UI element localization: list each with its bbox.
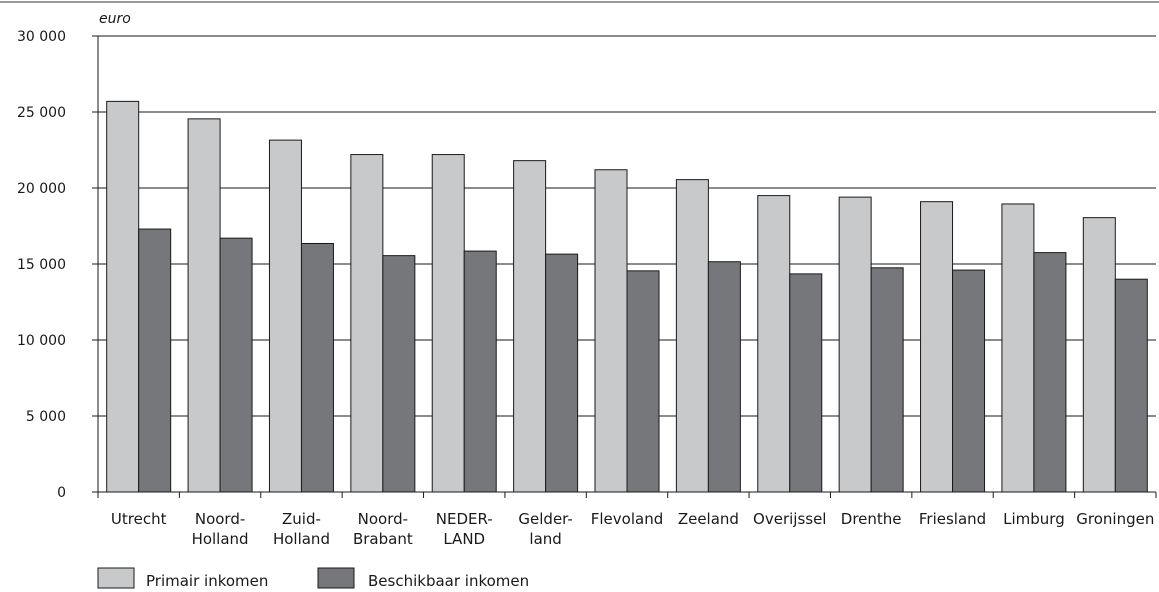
bar-beschikbaar	[1114, 278, 1148, 493]
bar-primair	[431, 154, 465, 493]
bar-beschikbaar	[789, 273, 823, 493]
bar-beschikbaar	[382, 255, 416, 493]
legend: Primair inkomen Beschikbaar inkomen	[97, 567, 529, 590]
y-tick-label: 10 000	[17, 333, 66, 349]
bar-primair	[594, 169, 628, 493]
x-tick-label: Brabant	[353, 530, 413, 548]
bar-primair	[1001, 203, 1035, 493]
y-tick-labels: 0 5 000 10 000 15 000 20 000 25 000 30 000	[17, 29, 66, 501]
bar-primair	[187, 118, 221, 493]
x-tick-label: Holland	[273, 530, 330, 548]
legend-label: Beschikbaar inkomen	[368, 572, 529, 590]
x-tick-label: LAND	[443, 530, 485, 548]
x-tick-label: Zuid-	[282, 510, 321, 528]
bar-primair	[513, 160, 547, 493]
axes	[97, 36, 1156, 493]
y-unit-label: euro	[99, 11, 131, 27]
x-tick-label: NEDER-	[436, 510, 493, 528]
x-tick-label: Flevoland	[591, 510, 663, 528]
y-tick-label: 5 000	[26, 409, 66, 425]
x-tick-label: land	[529, 530, 561, 548]
y-tick-label: 25 000	[17, 105, 66, 121]
bars	[106, 100, 1148, 493]
bar-primair	[106, 100, 140, 493]
x-tick-label: Limburg	[1003, 510, 1065, 528]
bar-primair	[268, 139, 302, 493]
y-tick-label: 20 000	[17, 181, 66, 197]
legend-swatch	[97, 567, 135, 589]
bar-beschikbaar	[300, 242, 334, 493]
legend-swatch	[317, 567, 355, 589]
bar-primair	[675, 179, 709, 493]
bar-primair	[757, 195, 791, 493]
legend-label: Primair inkomen	[146, 572, 268, 590]
x-tick-label: Noord-	[358, 510, 408, 528]
bar-primair	[350, 154, 384, 493]
x-tick-label: Gelder-	[518, 510, 572, 528]
y-tick-label: 0	[57, 485, 66, 501]
bar-beschikbaar	[545, 253, 579, 493]
bar-primair	[838, 196, 872, 493]
y-tick-label: 30 000	[17, 29, 66, 45]
x-tick-label: Friesland	[919, 510, 986, 528]
x-tick-label: Holland	[192, 530, 249, 548]
bar-beschikbaar	[952, 269, 986, 493]
bar-beschikbaar	[707, 261, 741, 493]
bar-beschikbaar	[463, 250, 497, 493]
x-tick-label: Overijssel	[753, 510, 826, 528]
bar-beschikbaar	[219, 237, 253, 493]
x-tick-label: Noord-	[195, 510, 245, 528]
bar-beschikbaar	[626, 270, 660, 493]
bar-primair	[920, 201, 954, 493]
x-tick-labels: Utrecht Noord- Holland Zuid- Holland Noord- Br…	[97, 492, 1157, 548]
bar-beschikbaar	[870, 267, 904, 493]
y-tick-label: 15 000	[17, 257, 66, 273]
bar-beschikbaar	[138, 228, 172, 493]
bar-beschikbaar	[1033, 252, 1067, 493]
x-tick-label: Groningen	[1076, 510, 1154, 528]
x-tick-label: Utrecht	[111, 510, 167, 528]
bar-primair	[1082, 217, 1116, 493]
x-tick-label: Zeeland	[678, 510, 739, 528]
x-tick-label: Drenthe	[841, 510, 902, 528]
